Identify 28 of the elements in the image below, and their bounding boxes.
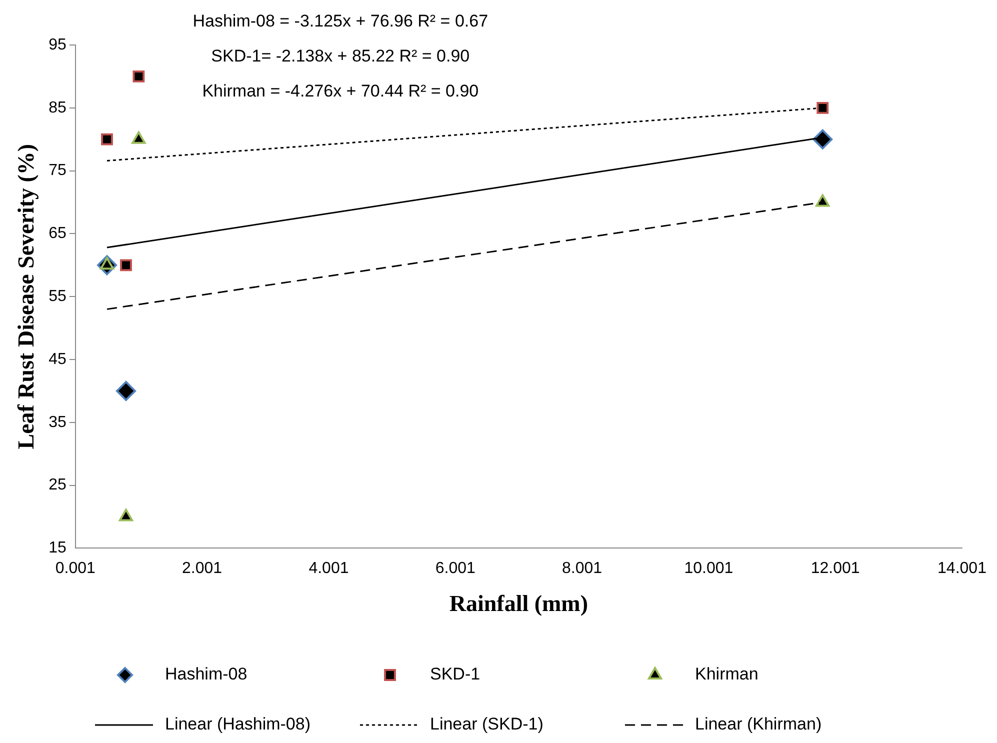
legend-label: Linear (Khirman) bbox=[695, 714, 822, 734]
y-tick-label: 65 bbox=[48, 225, 66, 242]
y-tick-label: 35 bbox=[48, 414, 66, 431]
legend-label: Linear (Hashim-08) bbox=[165, 714, 310, 734]
y-tick-label: 85 bbox=[48, 99, 66, 116]
x-tick-label: 14.001 bbox=[938, 560, 987, 578]
x-tick-label: 12.001 bbox=[810, 560, 860, 578]
y-tick-label: 95 bbox=[48, 36, 66, 54]
x-tick-label: 0.001 bbox=[55, 560, 96, 578]
annotation: Khirman = -4.276x + 70.44 R² = 0.90 bbox=[202, 82, 479, 101]
x-tick-label: 6.001 bbox=[435, 560, 476, 578]
legend-label: Hashim-08 bbox=[165, 664, 248, 684]
legend-label: Khirman bbox=[695, 664, 758, 684]
y-tick-label: 55 bbox=[48, 288, 66, 306]
y-tick-label: 75 bbox=[48, 162, 66, 180]
x-tick-label: 2.001 bbox=[182, 560, 222, 578]
x-tick-label: 4.001 bbox=[308, 560, 349, 578]
x-tick-label: 10.001 bbox=[684, 560, 734, 578]
legend-label: Linear (SKD-1) bbox=[430, 714, 544, 734]
x-tick-label: 8.001 bbox=[562, 560, 602, 578]
text: Hashim-08 = -3.125x + 76.96 R² = 0.67 bbox=[192, 12, 488, 31]
y-tick-label: 45 bbox=[48, 350, 66, 368]
legend-label: SKD-1 bbox=[430, 664, 480, 684]
y-tick-label: 15 bbox=[48, 540, 66, 557]
y-tick-label: 25 bbox=[48, 476, 66, 494]
annotation: SKD-1= -2.138x + 85.22 R² = 0.90 bbox=[211, 46, 470, 66]
y-axis-title: Leaf Rust Disease Severity (%) bbox=[14, 144, 39, 450]
x-axis-title: Rainfall (mm) bbox=[449, 591, 588, 616]
